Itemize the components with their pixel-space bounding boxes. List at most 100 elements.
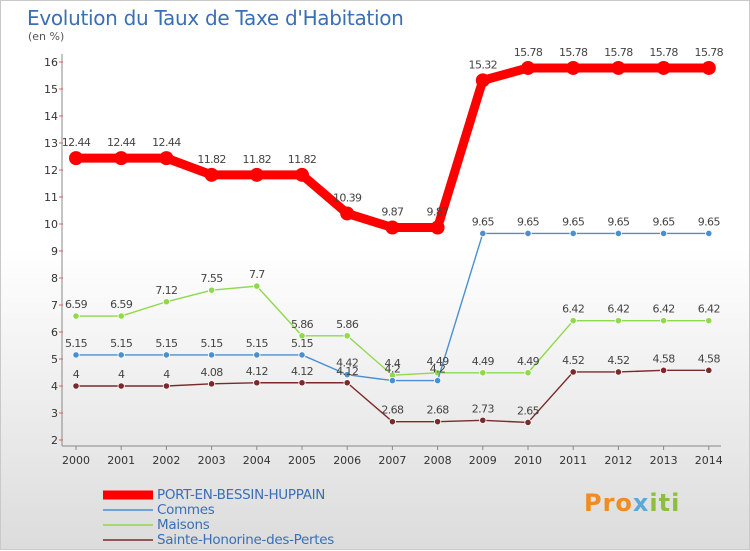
data-label: 4.2 xyxy=(385,363,401,376)
data-label: 4 xyxy=(163,368,170,381)
data-label: 12.44 xyxy=(62,136,91,149)
data-point xyxy=(475,73,490,88)
data-label: 4.12 xyxy=(336,365,358,378)
y-tick-label: 11 xyxy=(44,191,58,204)
legend-label: Maisons xyxy=(157,516,210,533)
data-point xyxy=(521,60,535,75)
data-point xyxy=(162,351,170,359)
data-point xyxy=(569,368,577,376)
data-label: 7.55 xyxy=(201,272,224,285)
y-tick-label: 6 xyxy=(51,326,58,339)
data-labels: 12.44 12.44 12.44 11.82 11.82 11.82 10.39 9.87 9… xyxy=(62,46,724,418)
data-label: 4 xyxy=(73,368,80,381)
data-label: 4.49 xyxy=(427,355,450,368)
data-point xyxy=(705,317,713,325)
data-label: 2.68 xyxy=(381,404,404,417)
data-label: 2.68 xyxy=(427,404,450,417)
data-point xyxy=(298,351,306,359)
data-label: 4.49 xyxy=(472,355,495,368)
axes: 2 3 4 5 6 7 8 9 10 11 12 13 14 15 16 2000 2001 2002 2003 20… xyxy=(44,54,723,467)
data-point xyxy=(253,351,261,359)
data-label: 4.58 xyxy=(698,352,721,365)
x-tick-label: 2004 xyxy=(243,454,271,467)
data-label: 4.4 xyxy=(385,357,401,370)
data-point xyxy=(295,167,309,182)
x-tick-label: 2008 xyxy=(424,454,452,467)
x-tick-label: 2011 xyxy=(559,454,587,467)
legend-label: PORT-EN-BESSIN-HUPPAIN xyxy=(157,486,326,503)
data-point xyxy=(524,369,532,377)
data-label: 9.65 xyxy=(607,215,630,228)
data-label: 2.65 xyxy=(517,404,540,417)
data-label: 4 xyxy=(118,368,125,381)
legend-item-port-en-bessin: PORT-EN-BESSIN-HUPPAIN xyxy=(103,486,334,503)
x-tick-label: 2012 xyxy=(604,454,632,467)
data-label: 15.78 xyxy=(604,46,633,59)
data-point xyxy=(614,368,623,376)
data-point xyxy=(388,418,396,426)
data-point xyxy=(385,220,400,235)
data-label: 4.52 xyxy=(607,354,629,367)
data-point xyxy=(569,229,577,238)
data-point xyxy=(159,151,174,166)
data-label: 5.86 xyxy=(336,318,359,331)
legend-item-maisons: Maisons xyxy=(103,516,334,533)
y-tick-label: 4 xyxy=(51,380,58,393)
data-label: 15.78 xyxy=(695,46,724,59)
data-point xyxy=(705,366,713,374)
data-point xyxy=(701,60,716,75)
data-label: 9.87 xyxy=(427,206,450,219)
data-point xyxy=(162,382,170,390)
data-label: 5.15 xyxy=(291,337,314,350)
data-point xyxy=(72,312,80,320)
legend-swatch-green xyxy=(103,524,153,526)
data-point xyxy=(162,298,170,306)
data-point xyxy=(72,382,80,390)
legend-label: Commes xyxy=(157,501,215,518)
data-label: 11.82 xyxy=(197,153,226,166)
data-point xyxy=(208,286,216,294)
data-point xyxy=(253,282,261,290)
data-point xyxy=(117,382,125,390)
data-label: 6.42 xyxy=(562,303,584,316)
y-tick-label: 10 xyxy=(44,218,58,231)
data-label: 7.7 xyxy=(249,268,265,281)
data-label: 4.52 xyxy=(562,354,584,367)
data-label: 15.32 xyxy=(469,58,498,71)
data-label: 9.65 xyxy=(698,215,721,228)
y-tick-label: 16 xyxy=(44,56,58,69)
data-label: 9.65 xyxy=(562,215,585,228)
data-point xyxy=(298,379,306,387)
data-label: 6.59 xyxy=(65,298,88,311)
data-label: 12.44 xyxy=(152,136,181,149)
data-label: 6.42 xyxy=(698,303,720,316)
data-label: 5.15 xyxy=(110,337,133,350)
legend-label: Sainte-Honorine-des-Pertes xyxy=(157,531,335,548)
data-label: 7.12 xyxy=(155,284,177,297)
x-tick-label: 2005 xyxy=(288,454,316,467)
legend-swatch-red xyxy=(103,490,153,500)
proxiti-logo: Proxiti xyxy=(584,489,681,517)
x-tick-label: 2003 xyxy=(198,454,226,467)
y-tick-label: 9 xyxy=(51,245,58,258)
y-tick-label: 15 xyxy=(44,83,58,96)
data-point xyxy=(479,229,487,238)
legend: PORT-EN-BESSIN-HUPPAIN Commes Maisons Sa… xyxy=(103,486,335,548)
data-point xyxy=(69,151,83,166)
data-label: 9.65 xyxy=(653,215,676,228)
data-point xyxy=(114,151,129,166)
data-point xyxy=(117,351,125,359)
data-point xyxy=(479,416,487,424)
data-label: 6.42 xyxy=(653,303,675,316)
y-tick-label: 14 xyxy=(44,110,58,123)
data-point xyxy=(72,351,80,359)
data-point xyxy=(659,366,668,374)
data-label: 6.42 xyxy=(607,303,629,316)
data-label: 11.82 xyxy=(288,153,317,166)
x-tick-label: 2006 xyxy=(333,454,361,467)
data-point xyxy=(388,376,396,385)
data-point xyxy=(433,418,442,426)
data-point xyxy=(524,418,532,427)
